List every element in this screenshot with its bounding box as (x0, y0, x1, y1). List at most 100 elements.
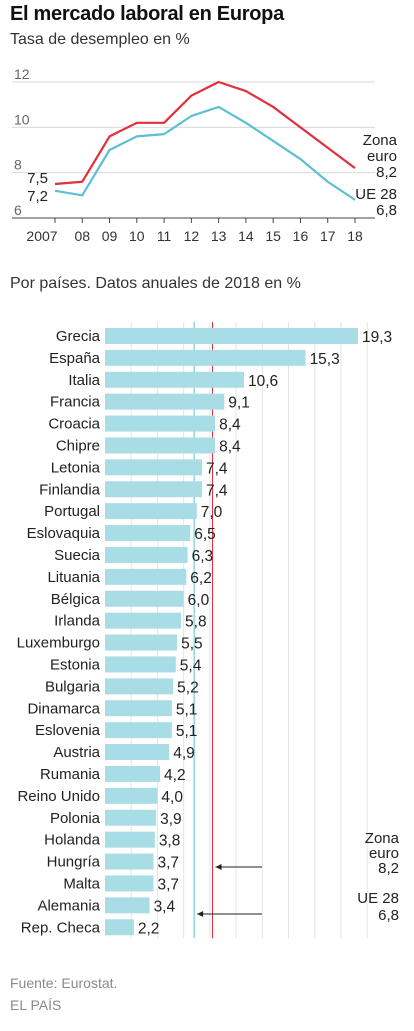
ref-label-euro: euro (369, 845, 399, 862)
publisher-credit: EL PAÍS (10, 997, 62, 1013)
bar-8 (105, 503, 197, 520)
ref-label-ue28: UE 28 (357, 890, 399, 907)
bar-chart-title: Por países. Datos anuales de 2018 en % (10, 275, 301, 292)
ref-value-ue28: 6,8 (378, 907, 399, 924)
bar-19 (105, 744, 170, 761)
category-label: Rep. Checa (21, 919, 101, 936)
bar-chart: Grecia 19,3 España 15,3 Italia 10,6 Francia 9,1… (17, 322, 400, 939)
bar-20 (105, 765, 161, 782)
bar-18 (105, 722, 172, 739)
bar-21 (105, 787, 158, 804)
category-label: Eslovenia (35, 722, 101, 739)
value-label: 5,2 (177, 679, 199, 696)
bar-27 (105, 919, 134, 936)
value-label: 7,0 (201, 504, 223, 521)
x-tick-label: 17 (320, 228, 336, 244)
value-label: 6,0 (188, 592, 210, 609)
value-label: 6,5 (194, 526, 216, 543)
bar-17 (105, 700, 172, 717)
bar-2 (105, 371, 244, 388)
category-label: Letonia (51, 459, 101, 476)
value-label: 8,4 (219, 438, 241, 455)
category-label: España (49, 350, 101, 367)
y-tick-label: 6 (14, 202, 22, 218)
bar-26 (105, 897, 150, 914)
category-label: Alemania (37, 897, 100, 914)
start-label-zona-euro: 7,5 (27, 170, 48, 187)
y-tick-label: 10 (14, 111, 30, 127)
x-tick-label: 12 (184, 228, 200, 244)
x-tick-label: 08 (74, 228, 90, 244)
x-tick-label: 11 (157, 228, 172, 244)
value-label: 4,0 (161, 789, 183, 806)
category-label: Francia (50, 394, 101, 411)
y-tick-label: 8 (14, 157, 22, 173)
ref-label-zona: Zona (365, 830, 400, 847)
value-label: 3,4 (154, 898, 176, 915)
start-label-ue28: 7,2 (27, 188, 48, 205)
ref-arrowhead-zona-euro (215, 864, 222, 870)
end-value-zona-euro: 8,2 (376, 164, 397, 181)
bar-13 (105, 612, 182, 629)
bar-12 (105, 590, 184, 607)
value-label: 19,3 (362, 329, 392, 346)
x-tick-label: 15 (265, 228, 281, 244)
end-label-ue28: UE 28 (355, 186, 397, 203)
category-label: Luxemburgo (17, 635, 100, 652)
bar-4 (105, 415, 216, 432)
category-label: Chipre (56, 437, 100, 454)
end-label-euro: euro (367, 148, 397, 165)
bar-24 (105, 853, 154, 870)
end-label-zona: Zona (363, 132, 398, 149)
bar-22 (105, 809, 157, 826)
value-label: 5,4 (180, 657, 202, 674)
line-chart-subtitle: Tasa de desempleo en % (10, 31, 190, 48)
category-label: Suecia (54, 547, 101, 564)
x-tick-label: 13 (211, 228, 227, 244)
bar-9 (105, 525, 191, 542)
ref-value-zona-euro: 8,2 (378, 860, 399, 877)
series-line-ue28 (54, 105, 356, 201)
value-label: 6,3 (192, 548, 214, 565)
value-label: 3,7 (158, 855, 180, 872)
category-label: Austria (53, 744, 100, 761)
category-label: Grecia (56, 328, 101, 345)
category-label: Lituania (47, 569, 100, 586)
value-label: 5,1 (176, 701, 198, 718)
ref-arrowhead-ue28 (197, 911, 204, 917)
bar-7 (105, 481, 203, 498)
page-title: El mercado laboral en Europa (10, 3, 284, 25)
series-line-zona-euro (54, 80, 356, 186)
bar-1 (105, 349, 306, 366)
category-label: Malta (63, 875, 100, 892)
bar-6 (105, 459, 203, 476)
bar-15 (105, 656, 176, 673)
category-label: Bélgica (51, 591, 101, 608)
end-value-ue28: 6,8 (376, 202, 397, 219)
bar-11 (105, 568, 187, 585)
value-label: 15,3 (310, 351, 340, 368)
value-label: 3,7 (158, 876, 180, 893)
value-label: 10,6 (248, 373, 278, 390)
x-tick-label: 16 (293, 228, 309, 244)
value-label: 6,2 (190, 570, 212, 587)
category-label: Finlandia (39, 481, 101, 498)
value-label: 5,8 (185, 614, 207, 631)
category-label: Portugal (44, 503, 100, 520)
x-tick-label: 14 (238, 228, 254, 244)
value-label: 2,2 (138, 920, 160, 937)
value-label: 7,4 (206, 460, 228, 477)
value-label: 4,9 (173, 745, 195, 762)
category-label: Bulgaria (45, 678, 101, 695)
bar-14 (105, 634, 178, 651)
category-label: Eslovaquia (27, 525, 101, 542)
bar-25 (105, 875, 154, 892)
category-label: Italia (68, 372, 100, 389)
category-label: Hungría (47, 854, 101, 871)
category-label: Rumania (40, 766, 101, 783)
value-label: 3,9 (160, 811, 182, 828)
category-label: Estonia (50, 656, 101, 673)
value-label: 9,1 (228, 395, 250, 412)
category-label: Polonia (50, 810, 101, 827)
x-tick-label: 2007 (26, 228, 57, 244)
